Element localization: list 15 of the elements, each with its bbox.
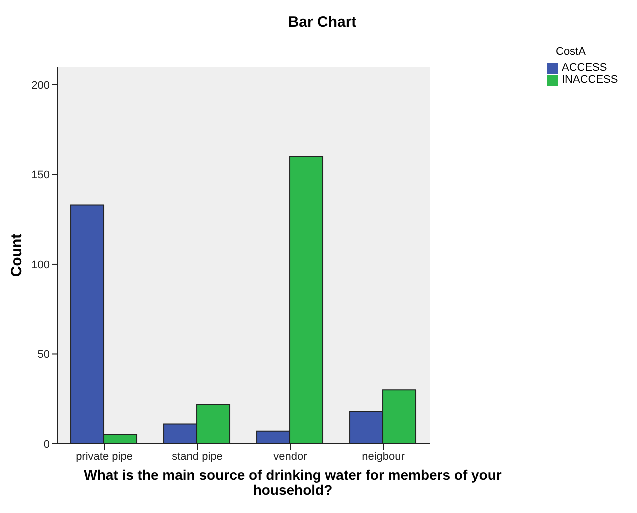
- legend-label: INACCESS: [562, 74, 618, 86]
- y-tick-label: 50: [38, 349, 50, 362]
- y-axis-title: Count: [8, 234, 26, 278]
- legend-title: CostA: [556, 46, 586, 58]
- y-tick-label: 150: [32, 170, 50, 182]
- chart-title: Bar Chart: [287, 14, 358, 31]
- x-tick-label: stand pipe: [172, 450, 223, 463]
- x-tick-label: neigbour: [362, 450, 406, 463]
- x-tick-label: private pipe: [76, 450, 133, 463]
- y-tick-label: 200: [32, 80, 50, 92]
- y-tick-label: 100: [32, 259, 50, 272]
- x-axis-title: What is the main source of drinking water for members of your household?: [83, 467, 503, 498]
- x-tick-label: vendor: [274, 450, 308, 463]
- y-tick-label: 0: [44, 438, 50, 451]
- legend-label: ACCESS: [562, 62, 608, 74]
